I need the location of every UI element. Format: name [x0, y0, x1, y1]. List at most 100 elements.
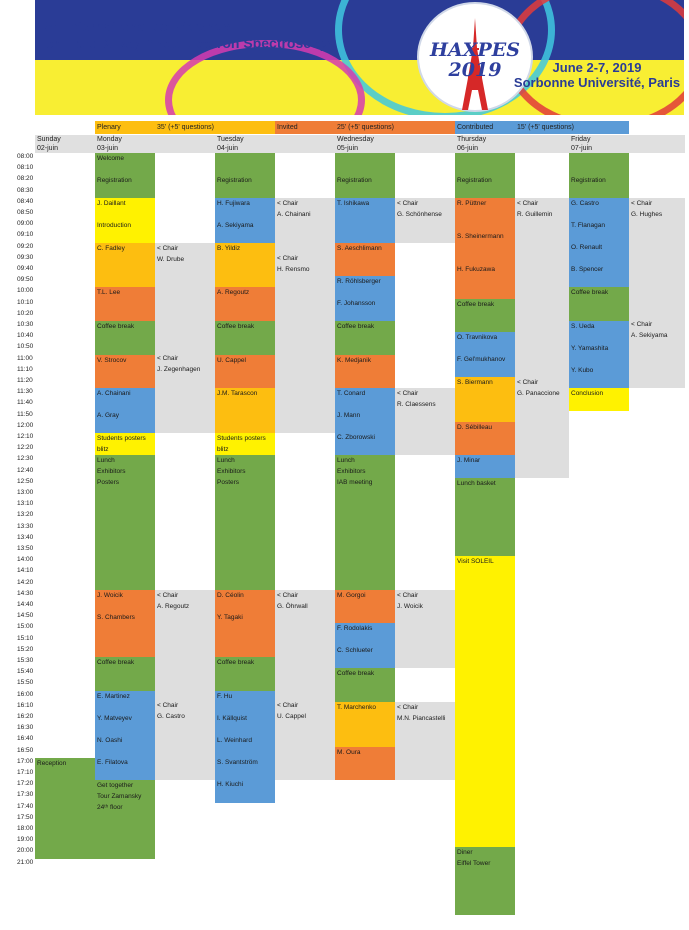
session-text: Coffee break	[571, 289, 609, 297]
chair-block: < Chair R. Guillemin	[515, 197, 569, 377]
time-label: 14:50	[17, 612, 34, 620]
session-text: W. Drube	[157, 255, 185, 263]
session-text	[457, 164, 515, 175]
session-block: Get together Tour Zamansky 24ᵗʰ floor	[95, 780, 155, 859]
session-text	[631, 308, 685, 319]
session-text	[277, 623, 335, 634]
session-block: Diner Eiffel Tower	[455, 847, 515, 915]
session-text: < Chair	[277, 591, 299, 599]
time-label: 10:00	[17, 287, 34, 295]
chair-block: < Chair A. Regoutz < Chair G. Castro	[155, 589, 215, 781]
session-text: A. Regoutz	[217, 289, 250, 297]
session-text: E. Martinez	[97, 692, 130, 700]
time-label: 15:20	[17, 645, 34, 653]
session-block: S. Aeschlimann	[335, 242, 395, 277]
time-label: 09:30	[17, 253, 34, 261]
time-label: 08:10	[17, 164, 34, 172]
title-line1: International Conference	[61, 18, 231, 35]
session-text	[157, 623, 215, 634]
session-text	[337, 421, 395, 432]
session-text: < Chair	[517, 379, 539, 386]
session-text: < Chair	[277, 701, 299, 709]
session-text: Diner	[457, 849, 473, 857]
session-text: A. Chainani	[97, 390, 131, 398]
session-text	[97, 164, 155, 175]
session-text	[337, 634, 395, 645]
session-text: Exhibitors	[217, 468, 246, 476]
time-label: 08:20	[17, 175, 34, 183]
session-text: R. Röhlsberger	[337, 278, 381, 286]
session-text: Exhibitors	[97, 468, 126, 476]
time-label: 12:40	[17, 466, 34, 474]
session-block: Students posters blitz	[215, 433, 275, 456]
session-text: G. Castro	[571, 199, 599, 207]
session-text: O. Renault	[571, 243, 603, 251]
time-label: 12:20	[17, 444, 34, 452]
session-block: Coffee break	[215, 657, 275, 691]
session-text: J.M. Tarascon	[217, 390, 258, 398]
time-label: 17:10	[17, 769, 34, 776]
time-label: 10:20	[17, 309, 34, 317]
session-text: Registration	[217, 177, 252, 184]
chair-block: < Chair W. Drube < Chair J. Zegenhagen	[155, 242, 215, 433]
session-text	[277, 678, 335, 689]
time-label: 09:50	[17, 276, 34, 284]
session-text	[631, 264, 685, 275]
chair-block: < Chair G. Panaccione	[515, 377, 569, 478]
time-label: 11:50	[17, 410, 33, 418]
session-text	[337, 164, 395, 175]
session-text: < Chair	[517, 199, 539, 207]
time-label: 13:20	[17, 511, 34, 519]
conference-title: 8th International Conference on Hard X-R…	[45, 15, 375, 51]
session-block: Reception	[35, 757, 95, 859]
session-text: Lunch	[217, 457, 235, 465]
session-text	[571, 332, 629, 343]
time-label: 14:30	[17, 589, 34, 597]
time-label: 15:00	[17, 623, 34, 631]
session-text	[277, 656, 335, 667]
time-label: 12:30	[17, 455, 34, 463]
session-text: T. Marchenko	[337, 703, 377, 711]
session-block: M. Oura	[335, 746, 395, 781]
session-block: Coffee break	[95, 657, 155, 691]
time-label: 14:10	[17, 567, 34, 575]
session-block: Registration	[215, 153, 275, 198]
session-block: Registration	[455, 153, 515, 198]
session-text	[217, 768, 275, 779]
session-text	[157, 265, 215, 276]
session-text	[571, 253, 629, 264]
time-label: 17:30	[17, 791, 34, 799]
time-label: 19:00	[17, 836, 34, 844]
session-block: Lunch Exhibitors Posters	[215, 455, 275, 590]
time-label: 17:20	[17, 780, 34, 788]
time-label: 17:50	[17, 813, 34, 821]
time-label: 15:40	[17, 668, 34, 676]
session-text: S. Biermann	[457, 379, 493, 386]
session-text	[157, 634, 215, 645]
session-text	[631, 231, 685, 242]
time-label: 16:50	[17, 746, 34, 754]
logo-text: HAXPES 2019	[423, 40, 527, 80]
session-text: Visit SOLEIL	[457, 558, 494, 566]
time-label: 13:00	[17, 489, 34, 496]
title-ordinal: 8	[45, 18, 53, 35]
session-block: O. Travnikova F. Gel'mukhanov	[455, 332, 515, 377]
session-text: H. Rensmo	[277, 265, 310, 273]
session-text	[337, 287, 395, 298]
session-text	[631, 220, 685, 231]
session-text	[217, 601, 275, 612]
time-label: 11:10	[17, 365, 33, 373]
session-text: < Chair	[397, 703, 419, 711]
session-text: < Chair	[277, 199, 299, 207]
time-label: 18:00	[17, 825, 34, 832]
session-text: < Chair	[157, 701, 179, 709]
time-label: 09:00	[17, 220, 34, 228]
time-label: 15:10	[17, 634, 34, 642]
session-text: J. Zegenhagen	[157, 365, 201, 373]
chair-block: < Chair G. Öhrwall < Chair U. Cappel	[275, 589, 335, 781]
session-text	[157, 667, 215, 678]
session-block: H. Fujiwara A. Sekiyama	[215, 197, 275, 243]
session-block: G. Castro T. Flanagan O. Renault B. Spen…	[569, 197, 629, 288]
session-text	[571, 354, 629, 365]
session-text	[157, 342, 215, 353]
